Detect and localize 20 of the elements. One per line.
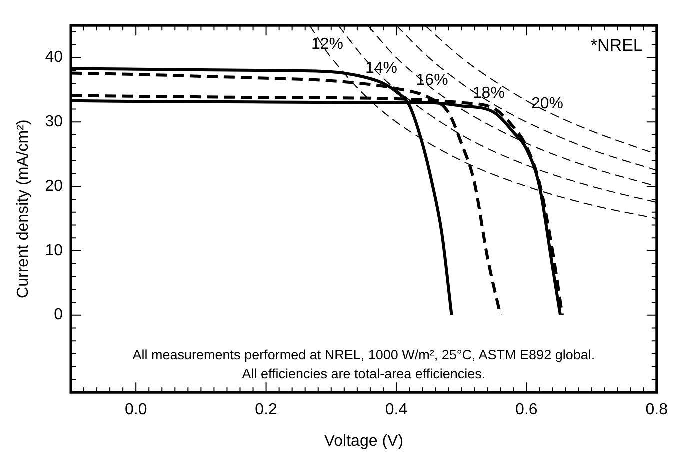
annotation: *NREL xyxy=(590,36,643,55)
annotation: 14% xyxy=(366,60,398,77)
annotation: 18% xyxy=(472,84,505,102)
annotation: All efficiencies are total-area efficiencies. xyxy=(242,366,486,382)
annotation: 16% xyxy=(416,72,448,90)
annotation: 20% xyxy=(532,95,564,112)
y-axis-title: Current density (mA/cm²) xyxy=(15,120,32,298)
y-tick-label: 0 xyxy=(54,306,64,324)
x-axis-title: Voltage (V) xyxy=(324,432,404,450)
x-tick-label: 0.4 xyxy=(385,402,408,419)
y-tick-label: 30 xyxy=(45,114,64,131)
annotation: 12% xyxy=(311,36,344,54)
annotation: All measurements performed at NREL, 1000 W/m², 25°C, ASTM E892 global. xyxy=(132,348,596,363)
y-tick-label: 20 xyxy=(45,178,64,195)
y-tick-label: 40 xyxy=(45,49,64,66)
x-tick-label: 0.2 xyxy=(255,402,278,419)
x-tick-label: 0.8 xyxy=(646,402,668,419)
x-tick-label: 0.0 xyxy=(124,402,148,419)
x-tick-label: 0.6 xyxy=(516,402,538,419)
y-tick-label: 10 xyxy=(45,242,64,260)
